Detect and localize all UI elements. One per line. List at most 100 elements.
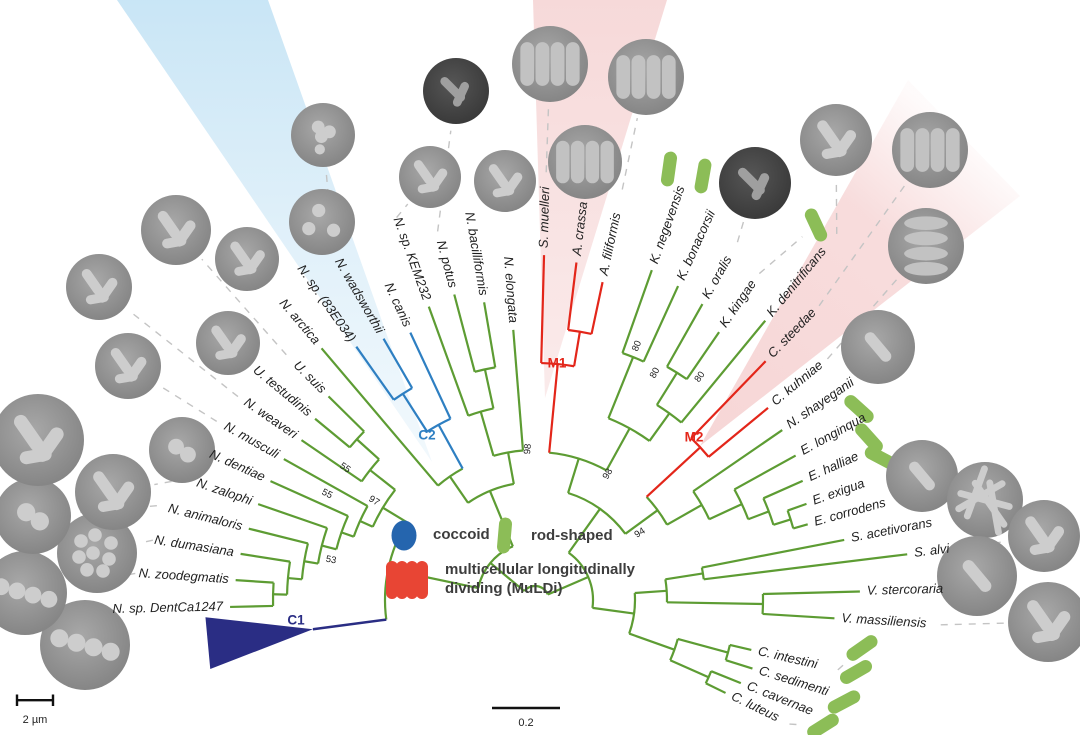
tree-arc	[467, 482, 515, 504]
leaf-label: S. alvi	[913, 540, 951, 559]
tree-arc	[608, 417, 651, 442]
tree-arc	[622, 351, 645, 363]
tree-branch	[692, 429, 783, 493]
leaf-label: N. zoodegmatis	[138, 565, 230, 586]
tree-branch	[540, 255, 546, 364]
support-value: 97	[367, 494, 382, 509]
tree-branch	[655, 372, 678, 406]
em-image-circle	[548, 125, 622, 199]
em-image-circle	[0, 478, 71, 554]
tree-branch	[230, 604, 274, 609]
tree-branch	[567, 262, 578, 331]
em-scalebar: 2 µm	[12, 693, 58, 726]
legend-rod-label: rod-shaped	[531, 526, 613, 544]
support-value: 98	[601, 467, 616, 482]
em-image-circle	[66, 254, 132, 320]
rod-shaped-cell-icon	[844, 395, 874, 423]
tree-branch	[257, 503, 328, 530]
tree-branch	[359, 520, 374, 528]
tree-branch	[489, 562, 525, 592]
rod-shaped-cell-icon	[827, 690, 861, 714]
tree-branch	[483, 302, 497, 368]
tree-branch	[665, 572, 704, 581]
tree-branch	[270, 480, 349, 517]
leader-line	[758, 236, 803, 275]
tree-branch	[729, 643, 752, 652]
rod-shaped-cell-icon	[804, 208, 828, 242]
em-image-circle	[719, 147, 791, 219]
em-image-circle	[886, 440, 958, 512]
em-image-circle	[608, 39, 684, 115]
tree-scalebar-line	[492, 706, 560, 710]
tree-branch	[567, 508, 601, 554]
em-image-circle	[196, 311, 260, 375]
leader-line	[127, 309, 239, 398]
tree-branch	[701, 538, 845, 569]
em-image-circle	[1008, 582, 1080, 662]
leaf-label: N. sp. DentCa1247	[112, 599, 224, 617]
tree-branch	[705, 682, 727, 694]
tree-arc	[523, 584, 549, 595]
leader-line	[818, 183, 907, 307]
leaf-label: A. filiformis	[595, 211, 623, 278]
tree-arc	[271, 582, 275, 606]
support-value: 94	[633, 526, 648, 541]
clade-label: C1	[287, 613, 305, 628]
tree-branch	[327, 395, 365, 433]
tree-branch	[690, 360, 767, 439]
leaf-label: N. zalophi	[195, 475, 256, 508]
tree-branch	[304, 560, 319, 565]
tree-branch	[479, 411, 495, 457]
tree-branch	[666, 601, 763, 606]
em-image-circle	[474, 150, 536, 212]
leader-line	[826, 277, 899, 360]
legend-muldi-line2: dividing (MuLDi)	[445, 580, 563, 597]
tree-arc	[352, 505, 369, 538]
rod-shaped-icon	[496, 517, 513, 554]
leader-line	[837, 660, 848, 671]
tree-branch	[648, 412, 671, 442]
tree-branch	[607, 356, 635, 419]
tree-branch	[787, 502, 807, 512]
muldi-icon	[386, 561, 428, 599]
tree-branch	[512, 329, 525, 451]
em-image-circle	[57, 513, 137, 593]
em-image-circle	[512, 26, 588, 102]
tree-branch	[666, 303, 704, 368]
leaf-label: N. arctica	[277, 296, 324, 348]
em-image-circle	[40, 600, 130, 690]
em-image-circle	[892, 112, 968, 188]
tree-arc	[724, 644, 731, 661]
tree-branch	[762, 590, 860, 596]
tree-arc	[733, 488, 750, 520]
tree-branch	[320, 347, 439, 487]
em-image-circle	[291, 103, 355, 167]
leaf-label: U. suis	[291, 357, 330, 396]
leaf-label: S. muelleri	[536, 185, 553, 248]
em-image-circle	[149, 417, 215, 483]
leaf-label: N. animaloris	[167, 500, 245, 533]
tree-branch	[437, 424, 464, 470]
tree-branch	[547, 576, 589, 596]
tree-branch	[567, 458, 580, 494]
tree-branch	[235, 579, 274, 584]
tree-branch	[382, 506, 408, 524]
tree-branch	[645, 446, 701, 498]
em-image-circle	[0, 551, 67, 635]
tree-branch	[321, 544, 337, 551]
legend-item-rod: rod-shaped	[494, 515, 613, 557]
em-image-circle	[399, 146, 461, 208]
rod-shaped-cell-icon	[660, 151, 678, 187]
tree-branch	[666, 503, 703, 526]
leaf-label: N. dumasiana	[153, 532, 235, 559]
clade-label: C2	[418, 428, 435, 443]
tree-arc	[549, 451, 607, 472]
em-image-circle	[841, 310, 915, 384]
rod-shaped-cell-icon	[839, 660, 873, 684]
leader-line	[789, 723, 804, 726]
tree-arc	[700, 567, 705, 580]
leaf-label: N. canis	[382, 280, 416, 329]
tree-branch	[762, 479, 804, 500]
rod-shaped-cell-icon	[855, 423, 883, 453]
